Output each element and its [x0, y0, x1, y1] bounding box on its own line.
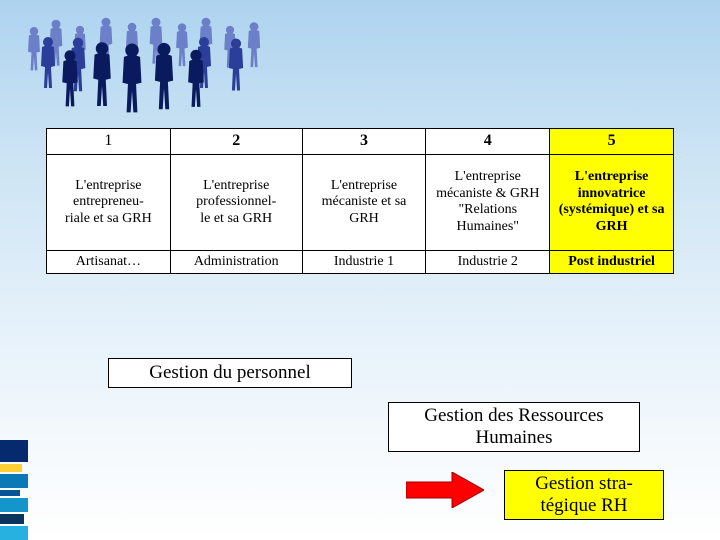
col-number: 5: [550, 129, 674, 155]
table-row: 1 2 3 4 5: [47, 129, 674, 155]
col-number: 3: [302, 129, 426, 155]
col-desc: L'entreprise professionnel-le et sa GRH: [170, 154, 302, 250]
col-era: Industrie 1: [302, 250, 426, 274]
col-number: 2: [170, 129, 302, 155]
people-silhouettes-icon: [14, 6, 284, 116]
table-row: L'entreprise entrepreneu-riale et sa GRH…: [47, 154, 674, 250]
col-desc: L'entreprise innovatrice (systémique) et…: [550, 154, 674, 250]
col-era: Industrie 2: [426, 250, 550, 274]
accent-bar: [0, 526, 28, 540]
col-era: Artisanat…: [47, 250, 171, 274]
col-number: 1: [47, 129, 171, 155]
accent-bar: [0, 514, 24, 524]
col-number: 4: [426, 129, 550, 155]
col-desc: L'entreprise mécaniste & GRH"Relations H…: [426, 154, 550, 250]
table-row: Artisanat… Administration Industrie 1 In…: [47, 250, 674, 274]
grh-evolution-table: 1 2 3 4 5 L'entreprise entrepreneu-riale…: [46, 128, 674, 274]
col-era: Post industriel: [550, 250, 674, 274]
arrow-right-icon: [406, 472, 484, 508]
label-gestion-rh: Gestion des Ressources Humaines: [388, 402, 640, 452]
col-desc: L'entreprise entrepreneu-riale et sa GRH: [47, 154, 171, 250]
accent-bar: [0, 464, 22, 472]
accent-bar: [0, 474, 28, 488]
label-gestion-strategique-rh: Gestion stra-tégique RH: [504, 470, 664, 520]
accent-bar: [0, 498, 28, 512]
accent-bar: [0, 490, 20, 496]
label-gestion-personnel: Gestion du personnel: [108, 358, 352, 388]
col-desc: L'entreprise mécaniste et sa GRH: [302, 154, 426, 250]
col-era: Administration: [170, 250, 302, 274]
accent-bar: [0, 440, 28, 462]
